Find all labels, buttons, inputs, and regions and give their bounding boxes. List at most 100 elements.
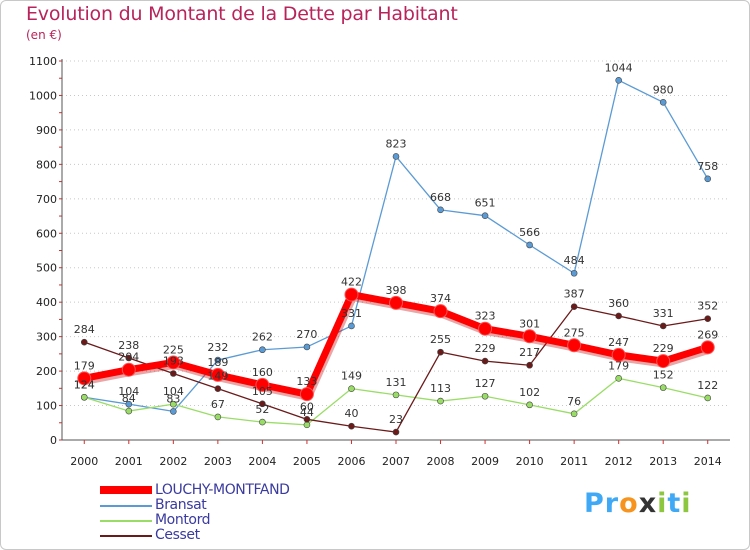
y-tick-label: 400 [36, 296, 57, 309]
data-point [348, 422, 355, 430]
data-point [526, 361, 533, 369]
data-point [259, 418, 266, 426]
data-label: 84 [122, 392, 136, 405]
chart-title: Evolution du Montant de la Dette par Hab… [26, 3, 458, 25]
data-point [214, 385, 222, 392]
data-point [303, 343, 311, 351]
legend-label-montord: Montord [155, 512, 211, 528]
data-point [125, 354, 133, 362]
brand-letter: x [638, 488, 658, 519]
data-point [170, 370, 177, 377]
line-chart: 0 100 200 300 400 500 600 700 800 900 1000 1100 2000… [29, 55, 730, 468]
legend-label-bransat: Bransat [155, 497, 207, 513]
data-point [344, 287, 359, 302]
data-point [303, 416, 311, 423]
data-point [433, 304, 448, 319]
legend-swatch-louchy [100, 486, 152, 494]
brand-letter: P [584, 488, 605, 519]
data-label: 422 [341, 276, 362, 289]
data-label: 269 [697, 328, 718, 341]
data-point [210, 367, 225, 382]
data-point [299, 387, 314, 402]
data-label: 179 [608, 359, 629, 372]
x-tick-label: 2008 [427, 455, 455, 468]
data-label: 229 [475, 342, 496, 355]
y-tick-label: 300 [36, 331, 57, 344]
data-label: 323 [475, 310, 496, 323]
data-label: 823 [386, 137, 407, 150]
data-point [704, 175, 712, 183]
x-tick-label: 2009 [471, 455, 499, 468]
brand-letter: i [681, 488, 692, 519]
data-label: 262 [252, 331, 273, 344]
legend-item-louchy: LOUCHY-MONTFAND [100, 482, 400, 499]
data-point [437, 348, 444, 356]
data-point [526, 241, 533, 249]
y-tick-label: 700 [36, 193, 57, 206]
x-tick-label: 2002 [159, 455, 187, 468]
legend-label-cesset: Cesset [155, 527, 200, 543]
data-label: 238 [118, 339, 139, 352]
data-label: 352 [697, 300, 718, 313]
data-label: 52 [255, 403, 269, 416]
y-tick-label: 600 [36, 227, 57, 240]
data-point [170, 408, 177, 415]
data-point [704, 315, 712, 323]
data-label: 668 [430, 191, 451, 204]
data-point [478, 321, 493, 336]
data-point [481, 392, 489, 400]
data-label: 229 [653, 342, 674, 355]
legend-item-bransat: Bransat [100, 497, 400, 514]
data-point [704, 394, 712, 402]
data-label: 67 [211, 398, 225, 411]
data-point [567, 338, 582, 353]
x-tick-label: 2004 [248, 455, 276, 468]
data-label: 131 [386, 376, 407, 389]
data-label: 104 [163, 385, 184, 398]
data-point [615, 312, 622, 320]
data-point [615, 76, 622, 84]
y-tick-label: 0 [50, 434, 57, 447]
chart-subtitle: (en €) [26, 28, 62, 42]
data-label: 225 [163, 343, 184, 356]
data-label: 270 [296, 328, 317, 341]
data-label: 301 [519, 317, 540, 330]
legend-swatch-cesset [100, 535, 152, 537]
data-label: 76 [567, 395, 581, 408]
data-label: 104 [118, 385, 139, 398]
data-label: 1044 [605, 61, 633, 74]
data-point [615, 375, 622, 382]
data-label: 255 [430, 333, 451, 346]
x-tick-label: 2011 [560, 455, 588, 468]
data-label: 374 [430, 292, 451, 305]
grid-lines [62, 60, 730, 407]
data-label: 275 [564, 326, 585, 339]
data-point [570, 269, 578, 277]
data-labels: 179 204 225 189 160 133 422 398 374 323 301 275 247 2… [74, 61, 718, 426]
y-tick-label: 1100 [29, 55, 57, 68]
data-label: 193 [163, 355, 184, 368]
data-label: 217 [519, 346, 540, 359]
x-tick-label: 2010 [516, 455, 544, 468]
data-point [80, 338, 88, 346]
y-tick-label: 900 [36, 124, 57, 137]
data-label: 152 [653, 369, 674, 382]
data-point [392, 153, 400, 160]
data-point [125, 407, 133, 415]
data-point [121, 362, 136, 377]
data-label: 83 [166, 392, 180, 405]
data-point [259, 400, 266, 408]
y-tick-label: 1000 [29, 89, 57, 102]
x-tick-label: 2014 [694, 455, 722, 468]
x-tick-label: 2007 [382, 455, 410, 468]
data-label: 105 [252, 385, 273, 398]
brand-letter: i [657, 488, 668, 519]
data-point [259, 346, 266, 354]
data-label: 44 [300, 406, 314, 419]
x-tick-label: 2003 [204, 455, 232, 468]
y-tick-label: 200 [36, 365, 57, 378]
data-label: 160 [252, 366, 273, 379]
axes: 0 100 200 300 400 500 600 700 800 900 1000 1100 2000… [29, 55, 730, 468]
data-point [570, 410, 578, 418]
